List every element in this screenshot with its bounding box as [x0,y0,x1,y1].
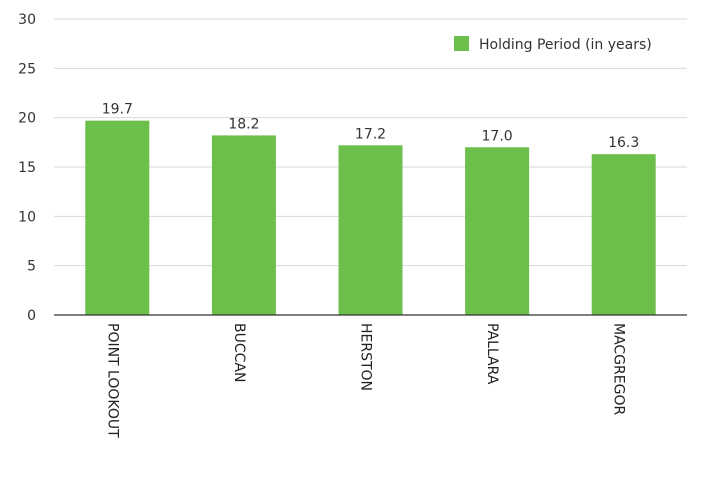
legend: Holding Period (in years) [454,36,652,53]
bar [338,145,403,315]
y-tick-label: 10 [18,209,36,225]
x-tick-label: HERSTON [358,323,374,391]
legend-swatch [454,36,469,51]
y-axis-ticks: 0 5 10 15 20 25 30 [18,12,36,324]
y-tick-label: 25 [18,61,36,77]
data-label: 16.3 [608,135,639,151]
data-label: 19.7 [102,102,133,118]
data-labels: 19.7 18.2 17.2 17.0 16.3 [102,102,640,152]
x-tick-label: PALLARA [484,323,500,385]
data-label: 18.2 [228,116,259,132]
y-tick-label: 30 [18,12,36,28]
x-tick-label: MACGREGOR [611,323,627,415]
legend-label: Holding Period (in years) [479,37,652,53]
x-tick-label: POINT LOOKOUT [104,323,120,438]
y-tick-label: 20 [18,111,36,127]
bar [591,154,656,315]
bar [465,147,530,315]
data-label: 17.2 [355,126,386,142]
x-tick-label: BUCCAN [231,323,247,382]
data-label: 17.0 [482,128,513,144]
bar [85,120,150,315]
x-axis-labels: POINT LOOKOUT BUCCAN HERSTON PALLARA MACGREG… [104,323,626,438]
bar [211,135,276,315]
bars [85,120,656,315]
y-tick-label: 5 [27,259,36,275]
y-tick-label: 0 [27,308,36,324]
y-tick-label: 15 [18,160,36,176]
